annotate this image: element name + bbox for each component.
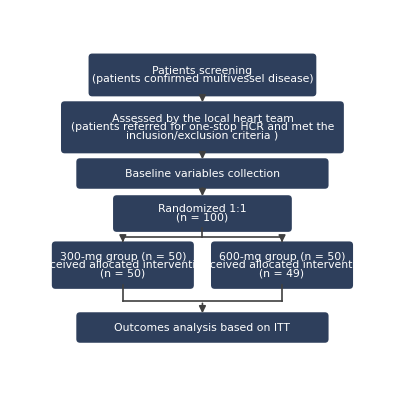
FancyBboxPatch shape <box>88 54 316 96</box>
FancyBboxPatch shape <box>76 158 329 189</box>
Text: Received allocated intervention: Received allocated intervention <box>196 260 369 270</box>
FancyBboxPatch shape <box>76 312 329 343</box>
Text: (patients referred for one-stop HCR and met the: (patients referred for one-stop HCR and … <box>71 122 334 132</box>
FancyBboxPatch shape <box>52 242 194 289</box>
Text: Received allocated intervention: Received allocated intervention <box>36 260 209 270</box>
FancyBboxPatch shape <box>211 242 353 289</box>
Text: 600-mg group (n = 50): 600-mg group (n = 50) <box>219 252 345 262</box>
FancyBboxPatch shape <box>61 101 344 153</box>
Text: Assessed by the local heart team: Assessed by the local heart team <box>111 114 293 124</box>
Text: inclusion/exclusion criteria ): inclusion/exclusion criteria ) <box>126 131 278 141</box>
Text: Patients screening: Patients screening <box>152 66 252 76</box>
Text: (n = 100): (n = 100) <box>176 213 229 223</box>
Text: 300-mg group (n = 50): 300-mg group (n = 50) <box>60 252 186 262</box>
Text: (patients confirmed multivessel disease): (patients confirmed multivessel disease) <box>92 74 313 84</box>
FancyBboxPatch shape <box>113 195 292 232</box>
Text: Baseline variables collection: Baseline variables collection <box>125 168 280 178</box>
Text: (n = 50): (n = 50) <box>100 269 145 279</box>
Text: Outcomes analysis based on ITT: Outcomes analysis based on ITT <box>115 322 290 332</box>
Text: (n = 49): (n = 49) <box>260 269 305 279</box>
Text: Randomized 1:1: Randomized 1:1 <box>158 204 247 214</box>
